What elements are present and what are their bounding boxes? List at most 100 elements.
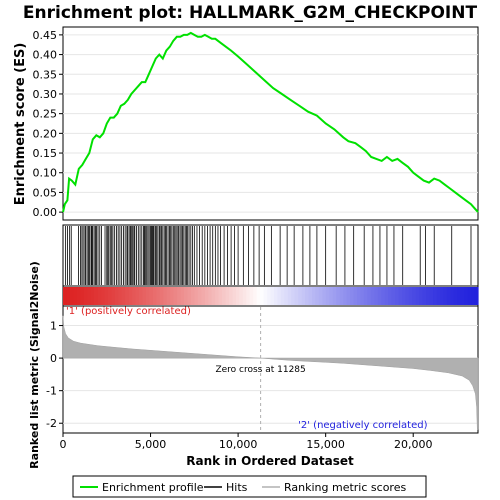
rank-colorbar-segment <box>356 287 362 305</box>
rank-colorbar-segment <box>263 287 268 305</box>
metric-y-axis-ticks: -2 -1 0 1 <box>46 320 63 430</box>
rank-colorbar-segment <box>287 287 292 305</box>
rank-colorbar-segment <box>239 287 244 305</box>
rank-colorbar-segment <box>408 287 413 305</box>
rank-colorbar-segment <box>69 287 74 305</box>
rank-colorbar-segment <box>436 287 441 305</box>
chart-title: Enrichment plot: HALLMARK_G2M_CHECKPOINT <box>23 3 478 23</box>
rank-colorbar-segment <box>249 287 254 305</box>
rank-colorbar-segment <box>301 287 306 305</box>
rank-colorbar-segment <box>325 287 330 305</box>
rank-colorbar-segment <box>374 287 379 305</box>
rank-colorbar-segment <box>135 287 140 305</box>
rank-colorbar-segment <box>294 287 299 305</box>
rank-colorbar-segment <box>433 287 438 305</box>
x-tick-label: 20,000 <box>394 438 433 451</box>
rank-colorbar-segment <box>149 287 154 305</box>
metric-y-tick-label: -2 <box>46 417 57 430</box>
rank-colorbar-segment <box>80 287 85 305</box>
rank-colorbar-segment <box>339 287 344 305</box>
rank-colorbar-segment <box>256 287 261 305</box>
rank-colorbar-segment <box>173 287 178 305</box>
rank-colorbar-segment <box>180 287 185 305</box>
rank-colorbar <box>63 287 479 305</box>
rank-colorbar-segment <box>415 287 420 305</box>
rank-colorbar-segment <box>215 287 220 305</box>
rank-colorbar-segment <box>225 287 230 305</box>
rank-colorbar-segment <box>90 287 95 305</box>
enrichment-profile-line <box>62 31 479 213</box>
rank-colorbar-segment <box>426 287 431 305</box>
es-y-tick-label: 0.40 <box>33 49 58 62</box>
rank-colorbar-segment <box>104 287 109 305</box>
rank-colorbar-segment <box>156 287 161 305</box>
rank-colorbar-segment <box>242 287 247 305</box>
rank-colorbar-segment <box>422 287 427 305</box>
rank-colorbar-segment <box>398 287 403 305</box>
rank-colorbar-segment <box>395 287 400 305</box>
rank-colorbar-segment <box>391 287 396 305</box>
rank-colorbar-segment <box>370 287 375 305</box>
rank-colorbar-segment <box>125 287 130 305</box>
es-y-axis-ticks: 0.00 0.05 0.10 0.15 0.20 0.25 0.30 0.35 0.40 0.45 <box>33 29 63 219</box>
rank-colorbar-segment <box>446 287 451 305</box>
rank-colorbar-segment <box>128 287 133 305</box>
rank-colorbar-segment <box>159 287 164 305</box>
rank-colorbar-segment <box>405 287 410 305</box>
es-y-tick-label: 0.45 <box>33 29 58 42</box>
rank-colorbar-segment <box>315 287 320 305</box>
rank-colorbar-segment <box>443 287 448 305</box>
legend: Enrichment profile Hits Ranking metric s… <box>72 475 427 498</box>
rank-colorbar-segment <box>280 287 285 305</box>
rank-colorbar-segment <box>232 287 237 305</box>
rank-colorbar-segment <box>194 287 199 305</box>
rank-colorbar-segment <box>101 287 106 305</box>
rank-colorbar-segment <box>363 287 368 305</box>
rank-colorbar-segment <box>222 287 227 305</box>
rank-colorbar-segment <box>305 287 310 305</box>
es-y-tick-label: 0.00 <box>33 206 58 219</box>
rank-colorbar-segment <box>132 287 137 305</box>
hits-panel-frame <box>62 224 479 287</box>
es-y-tick-label: 0.35 <box>33 68 58 81</box>
rank-colorbar-segment <box>204 287 209 305</box>
x-tick-label: 15,000 <box>306 438 345 451</box>
rank-colorbar-segment <box>142 287 147 305</box>
rank-colorbar-segment <box>388 287 393 305</box>
rank-colorbar-segment <box>187 287 192 305</box>
rank-colorbar-segment <box>322 287 327 305</box>
rank-colorbar-segment <box>139 287 144 305</box>
rank-colorbar-segment <box>190 287 196 305</box>
rank-colorbar-segment <box>97 287 102 305</box>
rank-colorbar-segment <box>83 287 88 305</box>
rank-colorbar-segment <box>318 287 323 305</box>
rank-colorbar-segment <box>229 287 234 305</box>
legend-label-ranking-metric: Ranking metric scores <box>284 481 406 494</box>
rank-colorbar-segment <box>260 287 265 305</box>
rank-colorbar-segment <box>343 287 348 305</box>
rank-colorbar-segment <box>107 287 113 305</box>
es-panel-frame <box>62 26 479 221</box>
es-y-tick-label: 0.10 <box>33 167 58 180</box>
legend-frame <box>72 475 427 498</box>
rank-colorbar-segment <box>453 287 458 305</box>
x-tick-label: 10,000 <box>219 438 258 451</box>
es-y-tick-label: 0.20 <box>33 127 58 140</box>
rank-colorbar-segment <box>146 287 151 305</box>
negative-correlation-label: '2' (negatively correlated) <box>298 420 427 431</box>
rank-colorbar-segment <box>211 287 216 305</box>
rank-colorbar-segment <box>464 287 469 305</box>
hits-panel <box>62 224 479 287</box>
rank-colorbar-segment <box>377 287 382 305</box>
rank-colorbar-segment <box>118 287 123 305</box>
rank-colorbar-segment <box>457 287 462 305</box>
rank-colorbar-segment <box>76 287 81 305</box>
metric-panel: -2 -1 0 1 0 5,000 10,000 15,000 20,000 '1' (pos… <box>28 261 479 469</box>
rank-colorbar-segment <box>284 287 289 305</box>
legend-label-enrichment-profile: Enrichment profile <box>102 481 204 494</box>
zero-cross-label: Zero cross at 11285 <box>215 365 305 375</box>
rank-colorbar-segment <box>336 287 341 305</box>
rank-colorbar-segment <box>350 287 355 305</box>
es-y-axis-label: Enrichment score (ES) <box>13 43 28 206</box>
